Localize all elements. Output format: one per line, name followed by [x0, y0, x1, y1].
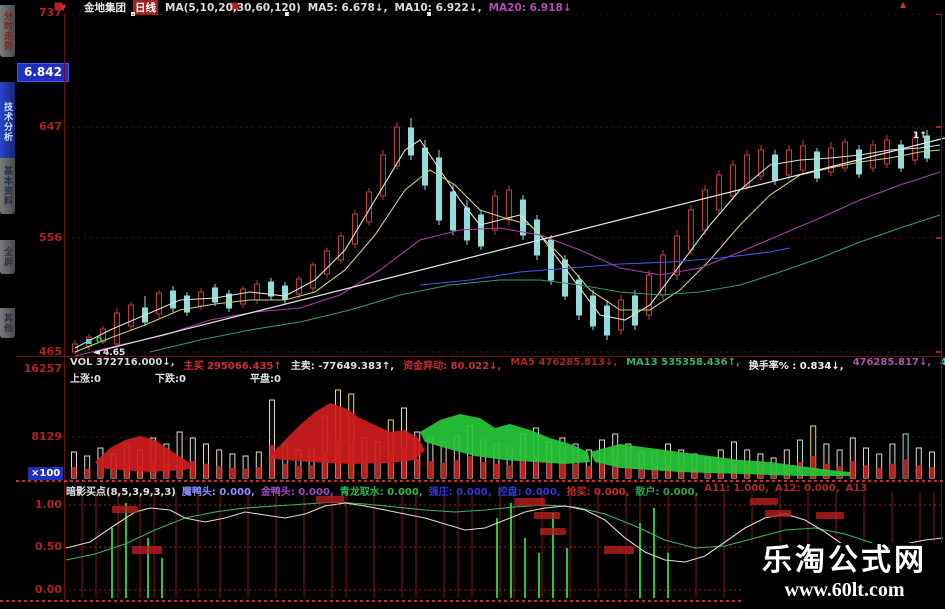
price-top-marker-icon: ▼	[60, 3, 67, 12]
indicator-stats-row: 暗影买点(8,5,3,9,3,3) 魔鸭头: 0.000, 金鸭头: 0.000, 青…	[66, 483, 867, 498]
indicator-stat: 强庄: 0.000,	[428, 487, 492, 498]
pane-border-bottom	[0, 600, 945, 602]
app-icon[interactable]	[230, 2, 239, 11]
volume-label-8129: 8129	[31, 430, 62, 443]
current-price-badge: 6.842	[17, 63, 69, 82]
indicator-stat: 控盘: 0.000,	[497, 487, 561, 498]
volume-stat: 主买 295066.435↑	[183, 361, 282, 372]
indicator-stat: A13	[845, 483, 868, 494]
watermark-url: www.60lt.com	[784, 579, 905, 601]
pane-border-right	[941, 13, 942, 601]
volume-unit-badge: ×100	[28, 467, 64, 480]
ma5-value: MA5: 6.678↓,	[307, 1, 388, 14]
indicator-stat: 魔鸭头: 0.000,	[181, 487, 255, 498]
price-label-556: 556	[39, 231, 62, 244]
indicator-stat: A11: 1.000,	[704, 483, 769, 494]
indicator-stat: 抢买: 0.000,	[566, 487, 630, 498]
indicator-label-100: 1.00	[34, 498, 62, 511]
marker-dot	[285, 12, 289, 16]
flat-count: 平盘:0	[250, 374, 281, 385]
right-top-marker-icon: ▲	[900, 0, 907, 9]
sidebar-tab-fundamental[interactable]: 基本资料	[0, 158, 15, 214]
volume-stat: 476285	[940, 357, 945, 368]
sidebar-tab-technical[interactable]: 技术分析	[0, 82, 15, 162]
low-price-label: ◄ 4.65	[93, 348, 126, 358]
ma10-value: MA10: 6.922↓,	[394, 1, 482, 14]
indicator-label-000: 0.00	[34, 583, 62, 596]
marker-dot	[427, 12, 431, 16]
volume-stats-row: VOL 372716.000↓, 主买 295066.435↑ 主卖: -77649…	[70, 357, 945, 372]
app-icon[interactable]	[54, 2, 63, 11]
sidebar-tab-fullscreen[interactable]: 全屏	[0, 240, 15, 274]
volume-stat: MA5 476285.813↓,	[510, 357, 618, 368]
volume-stat: 主卖: -77649.383↑,	[290, 361, 395, 372]
period-selector[interactable]: 日线	[133, 0, 158, 15]
ma20-value: MA20: 6.918↓	[488, 1, 572, 14]
chart-title-bar: 金地集团 日线 MA(5,10,20,30,60,120) MA5: 6.678…	[84, 0, 572, 15]
indicator-stat: 散户: 0.000,	[635, 487, 699, 498]
main-price-chart[interactable]	[66, 14, 945, 356]
advance-count: 上涨:0	[70, 374, 101, 385]
pane-divider-indicator	[16, 480, 945, 482]
pane-border-left	[64, 13, 65, 601]
indicator-stat: 暗影买点(8,5,3,9,3,3)	[66, 487, 176, 498]
price-label-647: 647	[39, 120, 62, 133]
signal-zero-label: 0	[96, 336, 103, 346]
indicator-stat: 金鸭头: 0.000,	[260, 487, 334, 498]
pane-divider-volume	[16, 356, 945, 357]
price-label-465: 465	[39, 345, 62, 358]
volume-label-16257: 16257	[23, 362, 62, 375]
volume-stat: 资金异动: 80.022↓,	[403, 361, 502, 372]
volume-stat: MA13 535358.436↑,	[626, 357, 740, 368]
buy-signal-icon	[86, 339, 91, 344]
sidebar-tab-other[interactable]: 其他	[0, 308, 15, 338]
decline-count: 下跌:0	[155, 374, 186, 385]
indicator-stat: 青龙取水: 0.000,	[339, 487, 423, 498]
sidebar-tab-intraday[interactable]: 分时走势	[0, 5, 15, 57]
volume-stat: 476285.817↓,	[852, 357, 932, 368]
stock-name: 金地集团	[84, 2, 126, 14]
watermark-site-name: 乐淘公式网	[762, 543, 927, 578]
watermark: 乐淘公式网 www.60lt.com	[744, 543, 945, 605]
indicator-chart[interactable]	[64, 482, 945, 601]
ma-settings-label: MA(5,10,20,30,60,120)	[165, 1, 301, 14]
price-label-737: 737	[39, 6, 62, 19]
indicator-stat: A12: 0.000,	[774, 483, 840, 494]
last-candle-marker: 1↑	[913, 131, 927, 141]
indicator-label-050: 0.50	[34, 540, 62, 553]
volume-stat: VOL 372716.000↓,	[70, 357, 175, 368]
volume-stat: 换手率% : 0.834↓,	[748, 361, 844, 372]
volume-chart[interactable]	[66, 382, 945, 480]
